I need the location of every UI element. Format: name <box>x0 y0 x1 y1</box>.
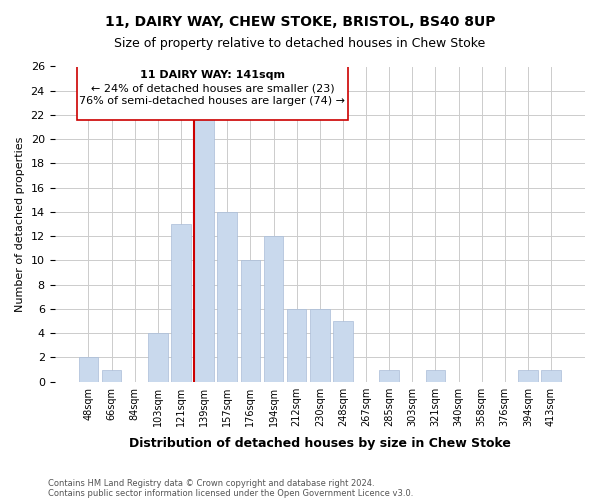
Bar <box>194 115 214 382</box>
Bar <box>217 212 237 382</box>
Y-axis label: Number of detached properties: Number of detached properties <box>15 136 25 312</box>
X-axis label: Distribution of detached houses by size in Chew Stoke: Distribution of detached houses by size … <box>129 437 511 450</box>
Bar <box>541 370 561 382</box>
Bar <box>379 370 399 382</box>
Bar <box>333 321 353 382</box>
Text: 11 DAIRY WAY: 141sqm: 11 DAIRY WAY: 141sqm <box>140 70 285 80</box>
Bar <box>241 260 260 382</box>
Text: Size of property relative to detached houses in Chew Stoke: Size of property relative to detached ho… <box>115 38 485 51</box>
Bar <box>287 309 307 382</box>
Bar <box>310 309 329 382</box>
Text: 76% of semi-detached houses are larger (74) →: 76% of semi-detached houses are larger (… <box>79 96 346 106</box>
Text: ← 24% of detached houses are smaller (23): ← 24% of detached houses are smaller (23… <box>91 84 334 94</box>
Bar <box>518 370 538 382</box>
FancyBboxPatch shape <box>77 64 347 120</box>
Bar <box>425 370 445 382</box>
Text: Contains HM Land Registry data © Crown copyright and database right 2024.: Contains HM Land Registry data © Crown c… <box>48 478 374 488</box>
Text: 11, DAIRY WAY, CHEW STOKE, BRISTOL, BS40 8UP: 11, DAIRY WAY, CHEW STOKE, BRISTOL, BS40… <box>105 15 495 29</box>
Text: Contains public sector information licensed under the Open Government Licence v3: Contains public sector information licen… <box>48 488 413 498</box>
Bar <box>102 370 121 382</box>
Bar <box>263 236 283 382</box>
Bar <box>148 333 167 382</box>
Bar <box>79 358 98 382</box>
Bar <box>171 224 191 382</box>
